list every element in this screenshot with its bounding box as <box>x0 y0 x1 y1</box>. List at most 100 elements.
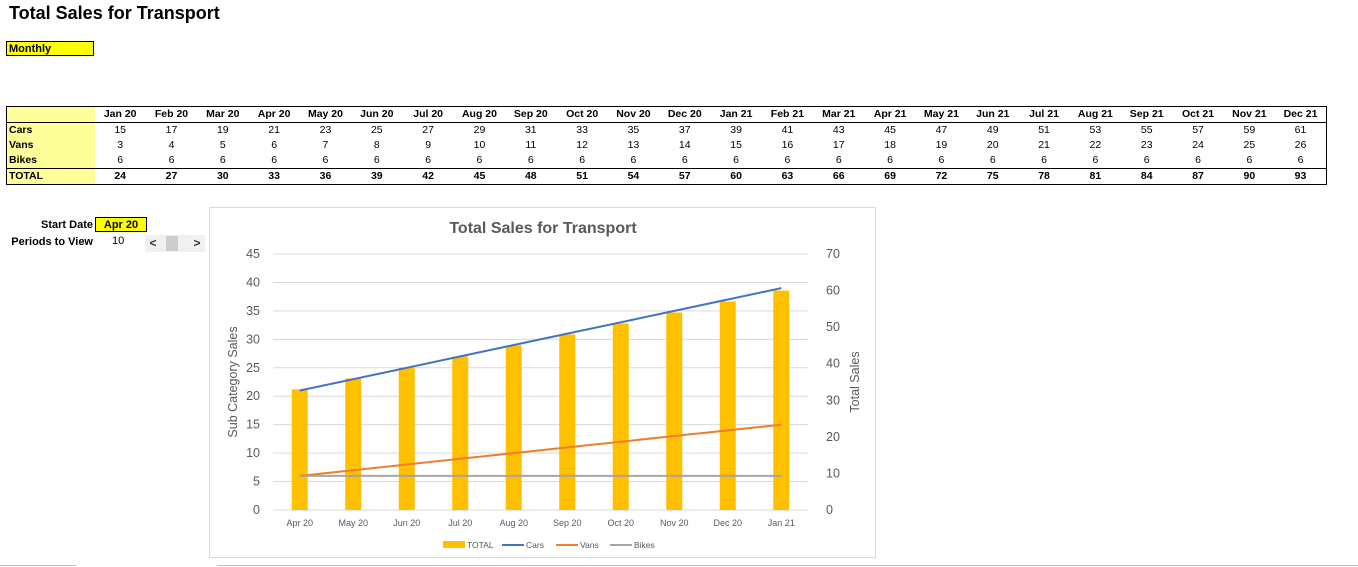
table-cell[interactable]: 6 <box>989 154 996 166</box>
table-cell[interactable]: 72 <box>915 168 968 185</box>
table-cell[interactable]: 7 <box>322 139 329 151</box>
row-label[interactable]: TOTAL <box>6 168 95 185</box>
table-cell[interactable]: 6 <box>1041 154 1047 166</box>
table-cell[interactable]: 23 <box>319 124 332 136</box>
table-cell[interactable]: 21 <box>1038 139 1050 151</box>
table-cell[interactable]: 6 <box>938 154 945 166</box>
table-cell[interactable]: 9 <box>425 139 432 151</box>
table-cell[interactable]: 66 <box>813 168 865 185</box>
table-cell[interactable]: 17 <box>165 124 178 136</box>
row-label[interactable]: Cars <box>6 122 95 138</box>
table-cell[interactable]: 33 <box>576 124 588 136</box>
table-cell[interactable]: 33 <box>248 168 300 185</box>
table-cell[interactable]: 27 <box>422 124 434 136</box>
table-cell[interactable]: 41 <box>781 124 794 136</box>
scroll-left-icon[interactable]: < <box>149 236 157 250</box>
table-cell[interactable]: 48 <box>505 168 557 185</box>
table-cell[interactable]: 6 <box>733 154 740 166</box>
table-cell[interactable]: 24 <box>94 168 146 185</box>
table-cell[interactable]: 37 <box>678 124 691 136</box>
table-cell[interactable]: 19 <box>216 124 229 136</box>
table-cell[interactable]: 90 <box>1223 168 1276 185</box>
periods-value[interactable]: 10 <box>112 235 125 247</box>
table-cell[interactable]: 43 <box>832 124 845 136</box>
table-cell[interactable]: 60 <box>710 168 762 185</box>
table-cell[interactable]: 75 <box>967 168 1019 185</box>
table-cell[interactable]: 16 <box>781 139 794 151</box>
table-cell[interactable]: 78 <box>1018 168 1070 185</box>
table-cell[interactable]: 30 <box>197 168 249 185</box>
table-cell[interactable]: 42 <box>402 168 454 185</box>
table-cell[interactable]: 84 <box>1121 168 1173 185</box>
table-cell[interactable]: 6 <box>784 154 791 166</box>
table-cell[interactable]: 21 <box>268 124 280 136</box>
table-cell[interactable]: 13 <box>627 139 640 151</box>
table-cell[interactable]: 6 <box>271 139 278 151</box>
table-cell[interactable]: 54 <box>607 168 660 185</box>
table-cell[interactable]: 11 <box>525 139 537 151</box>
table-cell[interactable]: 15 <box>730 139 742 151</box>
period-type-cell[interactable]: Monthly <box>6 41 94 56</box>
table-cell[interactable]: 29 <box>473 124 486 136</box>
table-cell[interactable]: 6 <box>117 154 124 166</box>
table-cell[interactable]: 6 <box>1143 154 1150 166</box>
table-cell[interactable]: 6 <box>1246 154 1253 166</box>
table-cell[interactable]: 10 <box>473 139 486 151</box>
table-cell[interactable]: 6 <box>271 154 278 166</box>
table-cell[interactable]: 39 <box>351 168 403 185</box>
row-label[interactable]: Bikes <box>6 153 95 169</box>
table-cell[interactable]: 3 <box>117 139 124 151</box>
table-cell[interactable]: 59 <box>1243 124 1256 136</box>
table-cell[interactable]: 25 <box>1243 139 1256 151</box>
table-cell[interactable]: 63 <box>761 168 814 185</box>
table-cell[interactable]: 6 <box>630 154 637 166</box>
table-cell[interactable]: 6 <box>527 154 534 166</box>
table-cell[interactable]: 15 <box>114 124 126 136</box>
table-cell[interactable]: 6 <box>681 154 688 166</box>
table-cell[interactable]: 26 <box>1294 139 1307 151</box>
table-cell[interactable]: 24 <box>1192 139 1204 151</box>
table-cell[interactable]: 6 <box>476 154 483 166</box>
table-cell[interactable]: 47 <box>935 124 948 136</box>
table-cell[interactable]: 6 <box>168 154 175 166</box>
table-cell[interactable]: 20 <box>986 139 999 151</box>
table-cell[interactable]: 8 <box>373 139 380 151</box>
table-cell[interactable]: 81 <box>1069 168 1122 185</box>
table-cell[interactable]: 51 <box>556 168 608 185</box>
scroll-thumb[interactable] <box>166 236 178 251</box>
table-cell[interactable]: 39 <box>730 124 742 136</box>
table-cell[interactable]: 93 <box>1275 168 1327 185</box>
sales-chart[interactable]: Total Sales for Transport 0 5 10 15 20 25 30 35 4… <box>209 207 876 558</box>
table-cell[interactable]: 6 <box>219 154 226 166</box>
table-cell[interactable]: 31 <box>524 124 537 136</box>
table-cell[interactable]: 61 <box>1294 124 1307 136</box>
table-cell[interactable]: 45 <box>453 168 506 185</box>
table-cell[interactable]: 14 <box>678 139 691 151</box>
table-cell[interactable]: 45 <box>884 124 896 136</box>
table-cell[interactable]: 6 <box>425 154 432 166</box>
table-cell[interactable]: 17 <box>832 139 845 151</box>
table-cell[interactable]: 6 <box>1092 154 1099 166</box>
scroll-right-icon[interactable]: > <box>193 236 201 250</box>
table-cell[interactable]: 19 <box>935 139 948 151</box>
table-cell[interactable]: 12 <box>576 139 588 151</box>
row-label[interactable]: Vans <box>6 138 95 153</box>
table-cell[interactable]: 57 <box>1192 124 1204 136</box>
table-cell[interactable]: 49 <box>986 124 999 136</box>
table-cell[interactable]: 4 <box>168 139 175 151</box>
table-cell[interactable]: 27 <box>145 168 198 185</box>
table-cell[interactable]: 6 <box>373 154 380 166</box>
table-cell[interactable]: 35 <box>627 124 640 136</box>
start-date-input[interactable]: Apr 20 <box>95 217 147 232</box>
table-cell[interactable]: 6 <box>1297 154 1304 166</box>
table-cell[interactable]: 69 <box>864 168 916 185</box>
table-cell[interactable]: 57 <box>659 168 711 185</box>
table-cell[interactable]: 6 <box>322 154 329 166</box>
table-cell[interactable]: 6 <box>579 154 586 166</box>
table-cell[interactable]: 6 <box>887 154 893 166</box>
table-cell[interactable]: 22 <box>1089 139 1102 151</box>
table-cell[interactable]: 53 <box>1089 124 1102 136</box>
table-cell[interactable]: 23 <box>1140 139 1153 151</box>
table-cell[interactable]: 6 <box>1195 154 1201 166</box>
table-cell[interactable]: 87 <box>1172 168 1224 185</box>
